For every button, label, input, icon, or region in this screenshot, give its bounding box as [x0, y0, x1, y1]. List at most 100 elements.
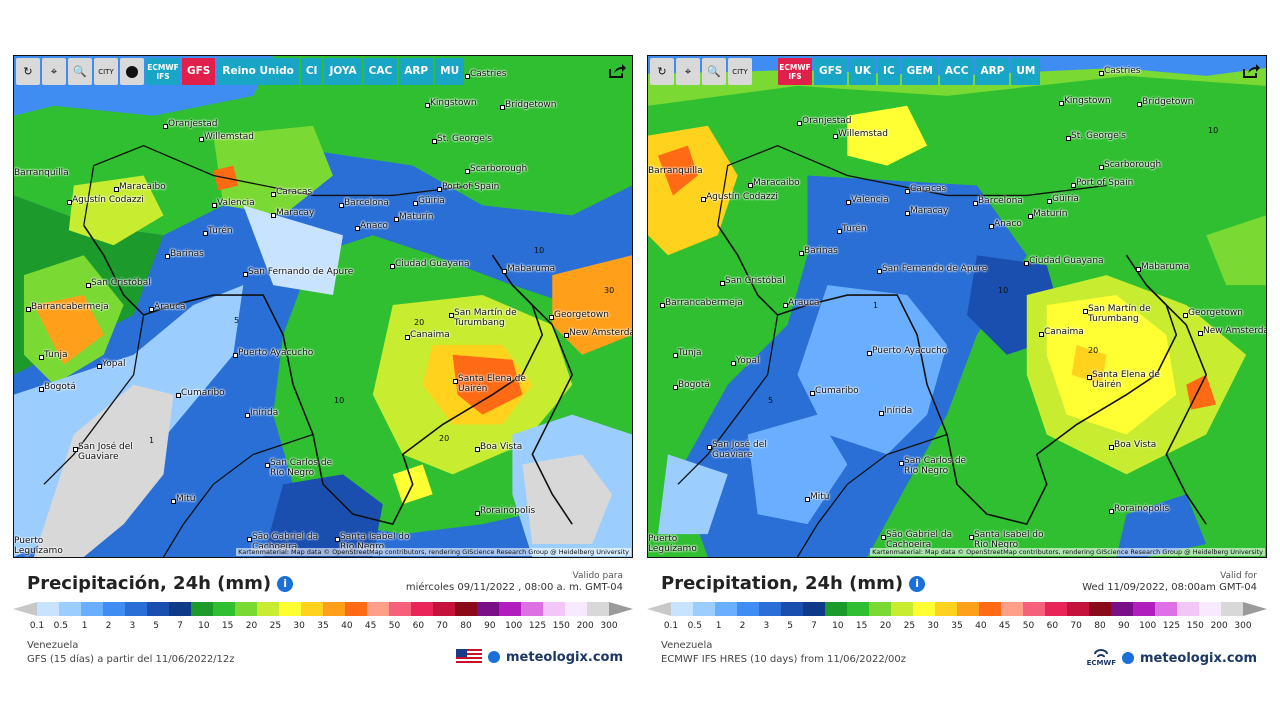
- scale-tick-label: 60: [1046, 621, 1059, 631]
- contour-value: 10: [534, 246, 545, 255]
- contour-value: 1: [149, 436, 155, 445]
- color-scale-labels: 0.1 0.5 1 2 3 5 7 10 15 20 25 30 35 40 45 50 60 70 80 90 100…: [664, 621, 1252, 633]
- scale-swatch: [1001, 602, 1024, 616]
- model-tab-cac[interactable]: CAC: [363, 58, 398, 85]
- scale-swatch: [81, 602, 104, 616]
- city-toggle-button[interactable]: CITY: [94, 58, 118, 85]
- scale-swatch: [1067, 602, 1090, 616]
- zoom-icon[interactable]: 🔍: [68, 58, 92, 85]
- scale-tick-label: 50: [388, 621, 401, 631]
- scale-swatch: [803, 602, 826, 616]
- scale-arrow-left: [647, 602, 671, 616]
- contour-value: 5: [234, 316, 240, 325]
- city-label: Maracay: [904, 206, 949, 216]
- model-tab-gfs[interactable]: GFS: [182, 58, 216, 85]
- share-icon[interactable]: [1240, 60, 1262, 82]
- city-label: Santa Isabel do Rio Negro: [335, 532, 410, 552]
- scale-swatch: [103, 602, 126, 616]
- scale-tick-label: 40: [341, 621, 353, 631]
- city-label: Bogotá: [39, 382, 76, 392]
- left-forecast-panel: ↻ ⌖ 🔍 CITY ECMWF IFS GFS Reino Unido CI …: [13, 55, 633, 670]
- city-label: San Carlos de Río Negro: [265, 458, 340, 478]
- refresh-icon[interactable]: ↻: [16, 58, 40, 85]
- city-label: St. George's: [432, 134, 492, 144]
- scale-swatch: [825, 602, 848, 616]
- info-icon[interactable]: i: [909, 576, 926, 592]
- city-label: New Amsterdam: [1198, 326, 1266, 336]
- city-label: Valencia: [846, 195, 889, 205]
- location-pin-icon[interactable]: ⌖: [42, 58, 66, 85]
- map-attribution: Kartenmaterial: Map data © OpenStreetMap…: [236, 548, 631, 556]
- model-tab-gfs[interactable]: GFS: [814, 58, 848, 85]
- scale-tick-label: 7: [177, 621, 183, 631]
- city-label: San Martín de Turumbang: [1083, 304, 1158, 324]
- city-label: Barranquilla: [648, 166, 703, 176]
- model-tab-mu[interactable]: MU: [435, 58, 465, 85]
- scale-tick-label: 0.1: [29, 621, 45, 631]
- meteologix-logo-icon: [488, 651, 501, 663]
- map-title: Precipitación, 24h (mm) i: [27, 573, 294, 594]
- city-toggle-button[interactable]: CITY: [728, 58, 752, 85]
- scale-tick-label: 100: [505, 621, 523, 631]
- scale-swatch: [1023, 602, 1046, 616]
- model-tab-arp[interactable]: ARP: [399, 58, 434, 85]
- scale-tick-label: 70: [1070, 621, 1082, 631]
- model-tab-acc[interactable]: ACC: [939, 58, 974, 85]
- scale-tick-label: 10: [198, 621, 210, 631]
- precipitation-map-ecmwf[interactable]: ↻ ⌖ 🔍 CITY ECMWF IFS GFS UK IC GEM ACC A…: [647, 55, 1267, 558]
- model-tab-ecmwf[interactable]: ECMWF IFS: [146, 58, 180, 85]
- model-tab-uk[interactable]: UK: [849, 58, 877, 85]
- scale-tick-label: 1: [81, 621, 88, 631]
- scale-swatch: [323, 602, 346, 616]
- city-label: Santa Isabel do Rio Negro: [969, 530, 1044, 550]
- city-label: Cumaribo: [176, 388, 225, 398]
- brand-name[interactable]: meteologix.com: [506, 649, 623, 665]
- model-tab-joya[interactable]: JOYA: [324, 58, 362, 85]
- city-label: San Cristóbal: [720, 276, 785, 286]
- contour-value: 10: [998, 286, 1009, 295]
- scale-tick-label: 35: [951, 621, 963, 631]
- brand-name[interactable]: meteologix.com: [1140, 650, 1257, 666]
- scale-tick-label: 30: [927, 621, 939, 631]
- city-label: Caracas: [270, 187, 313, 197]
- model-tab-arp[interactable]: ARP: [975, 58, 1010, 85]
- city-label: Mitú: [171, 494, 196, 504]
- scale-swatch: [1199, 602, 1222, 616]
- precipitation-map-gfs[interactable]: ↻ ⌖ 🔍 CITY ECMWF IFS GFS Reino Unido CI …: [13, 55, 633, 558]
- scale-swatch: [1177, 602, 1200, 616]
- model-tab-ic[interactable]: IC: [878, 58, 900, 85]
- share-icon[interactable]: [606, 60, 628, 82]
- city-label: Georgetown: [549, 310, 609, 320]
- scale-tick-label: 100: [1139, 621, 1157, 631]
- city-label: Maracay: [270, 208, 315, 218]
- info-icon[interactable]: i: [277, 576, 294, 592]
- scale-tick-label: 10: [832, 621, 844, 631]
- model-tab-um[interactable]: UM: [1011, 58, 1041, 85]
- scale-swatch: [759, 602, 782, 616]
- satellite-icon[interactable]: [120, 58, 144, 85]
- model-tab-uk[interactable]: Reino Unido: [217, 58, 299, 85]
- city-label: Oranjestad: [797, 116, 852, 126]
- city-label: Santa Elena de Uairén: [1087, 370, 1162, 390]
- city-label: Barcelona: [973, 196, 1023, 206]
- model-tab-gem[interactable]: GEM: [901, 58, 938, 85]
- model-tab-ecmwf[interactable]: ECMWF IFS: [778, 58, 812, 85]
- city-label: Inírida: [244, 408, 279, 418]
- city-label: Caracas: [904, 184, 947, 194]
- refresh-icon[interactable]: ↻: [650, 58, 674, 85]
- scale-swatch: [411, 602, 434, 616]
- scale-swatch: [367, 602, 390, 616]
- city-label: Mitú: [805, 492, 830, 502]
- scale-swatch: [37, 602, 60, 616]
- city-label: Ciudad Guayana: [390, 259, 470, 269]
- model-tab-ci[interactable]: CI: [300, 58, 323, 85]
- scale-swatch: [781, 602, 804, 616]
- location-pin-icon[interactable]: ⌖: [676, 58, 700, 85]
- scale-tick-label: 7: [811, 621, 817, 631]
- zoom-icon[interactable]: 🔍: [702, 58, 726, 85]
- scale-tick-label: 80: [1094, 621, 1106, 631]
- city-label: Valencia: [212, 198, 255, 208]
- city-label: Kingstown: [1059, 96, 1111, 106]
- contour-value: 1: [873, 301, 879, 310]
- city-label: Anaco: [989, 219, 1022, 229]
